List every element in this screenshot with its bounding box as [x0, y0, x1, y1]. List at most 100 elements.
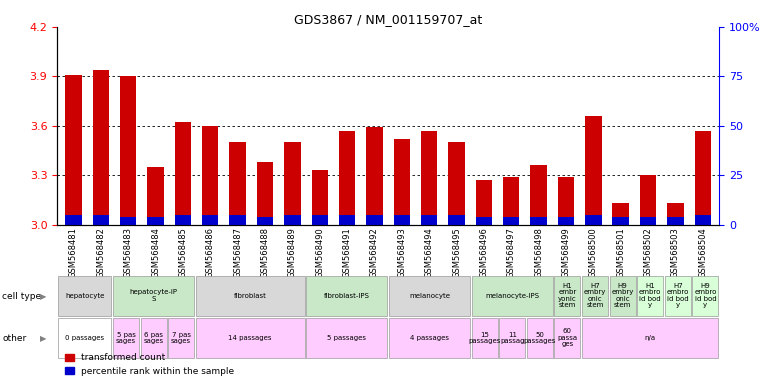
Text: GSM568481: GSM568481: [69, 227, 78, 278]
Text: GSM568494: GSM568494: [425, 227, 434, 278]
Bar: [175, 215, 191, 225]
FancyBboxPatch shape: [196, 318, 304, 358]
Text: GSM568503: GSM568503: [671, 227, 680, 278]
Bar: [585, 116, 601, 225]
Bar: [695, 131, 711, 225]
Bar: [503, 217, 520, 225]
Text: GSM568502: GSM568502: [644, 227, 652, 278]
Text: ▶: ▶: [40, 334, 46, 343]
Bar: [613, 203, 629, 225]
Bar: [284, 142, 301, 225]
Text: hepatocyte-iP
S: hepatocyte-iP S: [129, 290, 177, 302]
Bar: [202, 126, 218, 225]
Text: GSM568489: GSM568489: [288, 227, 297, 278]
Bar: [256, 162, 273, 225]
Bar: [476, 180, 492, 225]
FancyBboxPatch shape: [693, 276, 718, 316]
Text: GSM568486: GSM568486: [205, 227, 215, 278]
Bar: [695, 215, 711, 225]
FancyBboxPatch shape: [637, 276, 663, 316]
Text: H9
embro
id bod
y: H9 embro id bod y: [694, 283, 717, 308]
Bar: [65, 76, 81, 225]
Bar: [148, 167, 164, 225]
Text: fibroblast: fibroblast: [234, 293, 266, 299]
Text: H9
embry
onic
stem: H9 embry onic stem: [611, 283, 634, 308]
Text: GSM568490: GSM568490: [315, 227, 324, 278]
Bar: [476, 217, 492, 225]
Text: 4 passages: 4 passages: [410, 335, 449, 341]
Bar: [229, 142, 246, 225]
Bar: [503, 177, 520, 225]
Bar: [558, 217, 574, 225]
Text: 5 passages: 5 passages: [327, 335, 366, 341]
Bar: [667, 217, 683, 225]
Text: melanocyte: melanocyte: [409, 293, 450, 299]
Text: GSM568500: GSM568500: [589, 227, 598, 278]
Text: 0 passages: 0 passages: [65, 335, 104, 341]
FancyBboxPatch shape: [113, 276, 194, 316]
Text: other: other: [2, 334, 27, 343]
Bar: [93, 70, 109, 225]
Text: GSM568488: GSM568488: [260, 227, 269, 278]
Bar: [339, 131, 355, 225]
Bar: [284, 215, 301, 225]
Text: H1
embro
id bod
y: H1 embro id bod y: [639, 283, 661, 308]
Text: H7
embro
id bod
y: H7 embro id bod y: [667, 283, 689, 308]
Bar: [202, 215, 218, 225]
Bar: [448, 215, 465, 225]
Text: cell type: cell type: [2, 292, 41, 301]
Text: 6 pas
sages: 6 pas sages: [144, 332, 164, 344]
Text: 14 passages: 14 passages: [228, 335, 272, 341]
Bar: [640, 217, 656, 225]
Text: GSM568491: GSM568491: [342, 227, 352, 278]
FancyBboxPatch shape: [499, 318, 525, 358]
FancyBboxPatch shape: [306, 276, 387, 316]
Text: GSM568487: GSM568487: [233, 227, 242, 278]
Title: GDS3867 / NM_001159707_at: GDS3867 / NM_001159707_at: [294, 13, 482, 26]
Text: melanocyte-IPS: melanocyte-IPS: [486, 293, 540, 299]
FancyBboxPatch shape: [306, 318, 387, 358]
Text: GSM568484: GSM568484: [151, 227, 160, 278]
Text: hepatocyte: hepatocyte: [65, 293, 104, 299]
Bar: [613, 217, 629, 225]
Bar: [366, 127, 383, 225]
FancyBboxPatch shape: [389, 276, 470, 316]
Text: GSM568482: GSM568482: [97, 227, 105, 278]
Bar: [93, 215, 109, 225]
Text: fibroblast-IPS: fibroblast-IPS: [323, 293, 370, 299]
Bar: [229, 215, 246, 225]
FancyBboxPatch shape: [665, 276, 691, 316]
Bar: [393, 215, 410, 225]
Text: GSM568498: GSM568498: [534, 227, 543, 278]
Text: H1
embr
yonic
stem: H1 embr yonic stem: [558, 283, 577, 308]
Text: GSM568497: GSM568497: [507, 227, 516, 278]
Bar: [530, 217, 547, 225]
FancyBboxPatch shape: [58, 318, 111, 358]
FancyBboxPatch shape: [555, 276, 581, 316]
Text: ▶: ▶: [40, 292, 46, 301]
Text: 15
passages: 15 passages: [469, 332, 501, 344]
FancyBboxPatch shape: [582, 276, 608, 316]
Text: 11
passag: 11 passag: [500, 332, 524, 344]
Text: 60
passa
ges: 60 passa ges: [557, 328, 578, 348]
FancyBboxPatch shape: [196, 276, 304, 316]
Bar: [311, 170, 328, 225]
Text: GSM568493: GSM568493: [397, 227, 406, 278]
FancyBboxPatch shape: [610, 276, 635, 316]
FancyBboxPatch shape: [58, 276, 111, 316]
FancyBboxPatch shape: [141, 318, 167, 358]
Text: GSM568501: GSM568501: [616, 227, 625, 278]
Text: n/a: n/a: [645, 335, 656, 341]
Bar: [339, 215, 355, 225]
FancyBboxPatch shape: [582, 318, 718, 358]
FancyBboxPatch shape: [389, 318, 470, 358]
Text: GSM568495: GSM568495: [452, 227, 461, 278]
Legend: transformed count, percentile rank within the sample: transformed count, percentile rank withi…: [62, 350, 238, 379]
Bar: [175, 122, 191, 225]
Text: GSM568485: GSM568485: [178, 227, 187, 278]
Bar: [120, 76, 136, 225]
FancyBboxPatch shape: [168, 318, 194, 358]
Bar: [640, 175, 656, 225]
Text: H7
embry
onic
stem: H7 embry onic stem: [584, 283, 607, 308]
Bar: [421, 131, 438, 225]
